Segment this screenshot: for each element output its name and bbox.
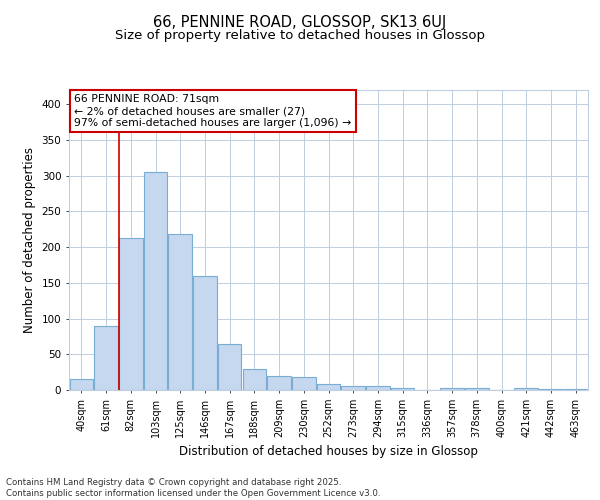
Y-axis label: Number of detached properties: Number of detached properties <box>23 147 36 333</box>
Bar <box>94 326 118 390</box>
Bar <box>465 388 488 390</box>
Bar <box>119 238 143 390</box>
Text: 66 PENNINE ROAD: 71sqm
← 2% of detached houses are smaller (27)
97% of semi-deta: 66 PENNINE ROAD: 71sqm ← 2% of detached … <box>74 94 352 128</box>
Text: Size of property relative to detached houses in Glossop: Size of property relative to detached ho… <box>115 30 485 43</box>
Bar <box>292 377 316 390</box>
Bar <box>317 384 340 390</box>
Bar <box>366 386 389 390</box>
Bar <box>242 368 266 390</box>
Bar <box>440 388 464 390</box>
X-axis label: Distribution of detached houses by size in Glossop: Distribution of detached houses by size … <box>179 446 478 458</box>
Text: 66, PENNINE ROAD, GLOSSOP, SK13 6UJ: 66, PENNINE ROAD, GLOSSOP, SK13 6UJ <box>154 15 446 30</box>
Bar <box>391 388 415 390</box>
Bar <box>268 376 291 390</box>
Bar <box>144 172 167 390</box>
Bar <box>341 386 365 390</box>
Bar <box>169 234 192 390</box>
Bar <box>70 380 93 390</box>
Bar <box>218 344 241 390</box>
Bar <box>539 388 563 390</box>
Bar <box>193 276 217 390</box>
Bar <box>514 388 538 390</box>
Text: Contains HM Land Registry data © Crown copyright and database right 2025.
Contai: Contains HM Land Registry data © Crown c… <box>6 478 380 498</box>
